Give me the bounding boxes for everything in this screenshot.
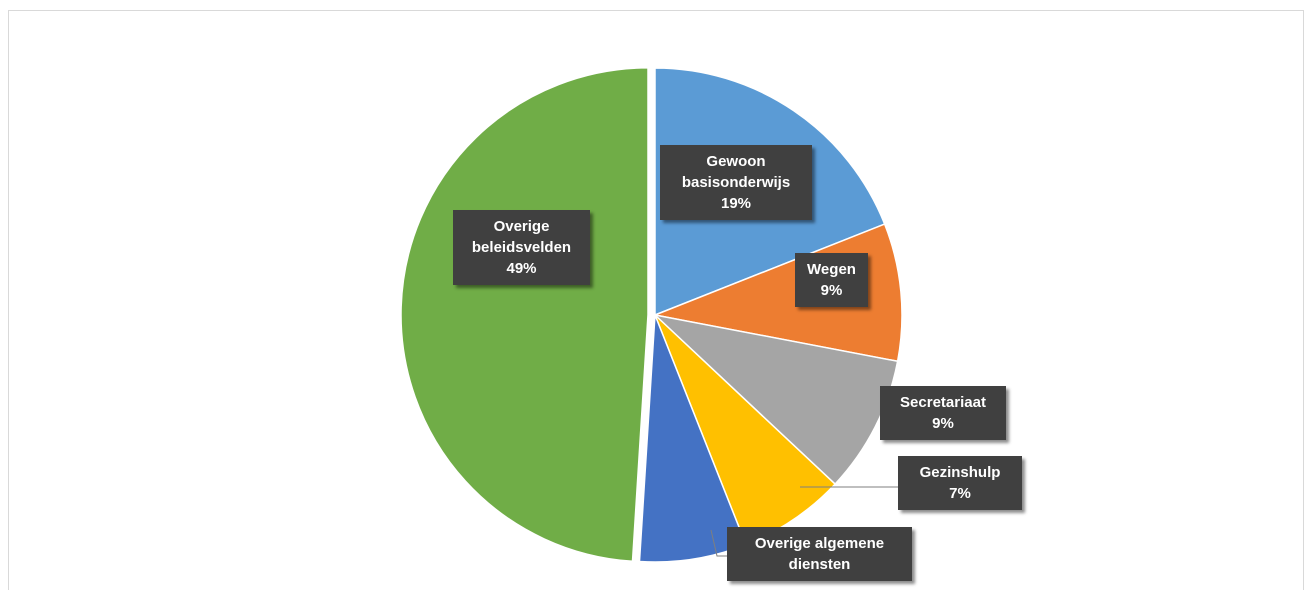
label-category: Gewoon basisonderwijs [681,153,791,191]
pie-slice [400,67,649,563]
label-value: 7% [949,485,971,502]
label-category: Overige beleidsvelden [471,218,572,256]
leader-line [710,529,727,557]
data-label: Gezinshulp 7% [898,456,1022,510]
label-category: Secretariaat [900,394,986,411]
label-category: Wegen [807,261,856,278]
data-label: Wegen 9% [795,253,868,307]
label-value: 19% [720,195,752,212]
label-value: 9% [820,282,843,299]
label-value: 9% [932,415,954,432]
pie-slice [652,313,899,486]
label-value: 49% [506,260,537,277]
label-category: Overige algemene diensten [754,535,885,573]
data-label: Overige beleidsvelden 49% [453,210,590,285]
data-label: Overige algemene diensten [727,527,912,581]
data-label: Secretariaat 9% [880,386,1006,440]
data-label: Gewoon basisonderwijs 19% [660,145,812,220]
label-category: Gezinshulp [919,464,1001,481]
